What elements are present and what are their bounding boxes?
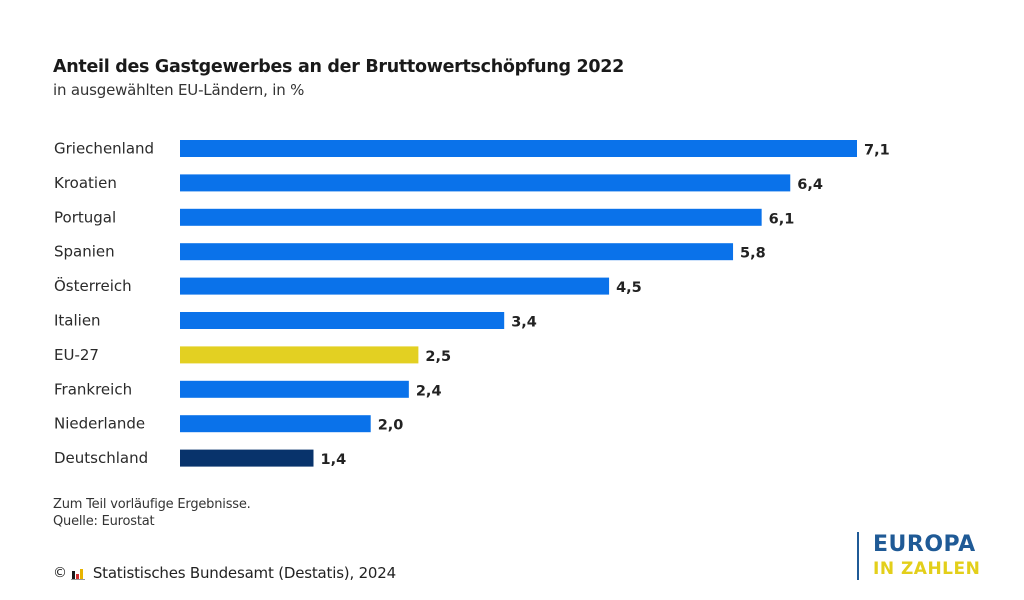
bar-row-osterreich: Österreich 4,5 bbox=[54, 276, 642, 296]
bar-row-frankreich: Frankreich 2,4 bbox=[54, 380, 442, 399]
copyright-icon: © bbox=[53, 565, 67, 581]
footnote-preliminary: Zum Teil vorläufige Ergebnisse. bbox=[53, 497, 251, 512]
value-label-portugal: 6,1 bbox=[769, 211, 795, 227]
bar-italien bbox=[180, 312, 505, 329]
bar-row-spanien: Spanien 5,8 bbox=[54, 243, 766, 262]
bar-row-kroatien: Kroatien 6,4 bbox=[54, 174, 823, 193]
category-label-osterreich: Österreich bbox=[54, 276, 132, 295]
value-label-deutschland: 1,4 bbox=[320, 452, 346, 468]
value-label-kroatien: 6,4 bbox=[797, 177, 823, 193]
category-label-niederlande: Niederlande bbox=[54, 415, 145, 433]
category-label-griechenland: Griechenland bbox=[54, 140, 154, 158]
bar-row-portugal: Portugal 6,1 bbox=[54, 208, 794, 227]
bar-niederlande bbox=[180, 415, 371, 433]
source-note: Quelle: Eurostat bbox=[53, 514, 155, 529]
category-label-portugal: Portugal bbox=[54, 208, 116, 226]
bar-frankreich bbox=[180, 380, 409, 398]
bar-deutschland bbox=[180, 449, 314, 467]
value-label-niederlande: 2,0 bbox=[378, 418, 404, 434]
category-label-italien: Italien bbox=[54, 312, 101, 330]
value-label-frankreich: 2,4 bbox=[416, 383, 442, 399]
category-label-deutschland: Deutschland bbox=[54, 449, 148, 467]
bar-griechenland bbox=[180, 140, 857, 157]
copyright-line: © Statistisches Bundesamt (Destatis), 20… bbox=[53, 564, 396, 582]
bar-spanien bbox=[180, 243, 734, 261]
bar-portugal bbox=[180, 208, 762, 226]
bar-row-niederlande: Niederlande 2,0 bbox=[54, 415, 403, 434]
brand-line-1: EUROPA bbox=[873, 532, 976, 557]
copyright-text: Statistisches Bundesamt (Destatis), 2024 bbox=[92, 564, 396, 582]
chart-title: Anteil des Gastgewerbes an der Bruttower… bbox=[53, 57, 624, 77]
value-label-eu-27: 2,5 bbox=[425, 349, 451, 365]
category-label-frankreich: Frankreich bbox=[54, 380, 132, 398]
chart-subtitle: in ausgewählten EU-Ländern, in % bbox=[53, 81, 305, 99]
bar-kroatien bbox=[180, 174, 791, 192]
destatis-logo-icon bbox=[70, 567, 87, 580]
category-label-spanien: Spanien bbox=[54, 243, 115, 261]
bar-row-griechenland: Griechenland 7,1 bbox=[54, 140, 890, 159]
bar-osterreich bbox=[180, 277, 610, 295]
bar-eu-27 bbox=[180, 346, 419, 364]
value-label-italien: 3,4 bbox=[511, 315, 537, 331]
category-label-kroatien: Kroatien bbox=[54, 174, 117, 192]
bar-row-eu-27: EU-27 2,5 bbox=[54, 346, 451, 365]
category-label-eu-27: EU-27 bbox=[54, 346, 99, 364]
brand-line-2: IN ZAHLEN bbox=[873, 559, 981, 579]
value-label-spanien: 5,8 bbox=[740, 246, 766, 262]
value-label-griechenland: 7,1 bbox=[864, 143, 890, 159]
bar-row-italien: Italien 3,4 bbox=[54, 312, 537, 331]
europa-in-zahlen-logo: EUROPA IN ZAHLEN bbox=[857, 532, 980, 580]
value-label-osterreich: 4,5 bbox=[616, 280, 642, 296]
bar-row-deutschland: Deutschland 1,4 bbox=[54, 449, 346, 468]
